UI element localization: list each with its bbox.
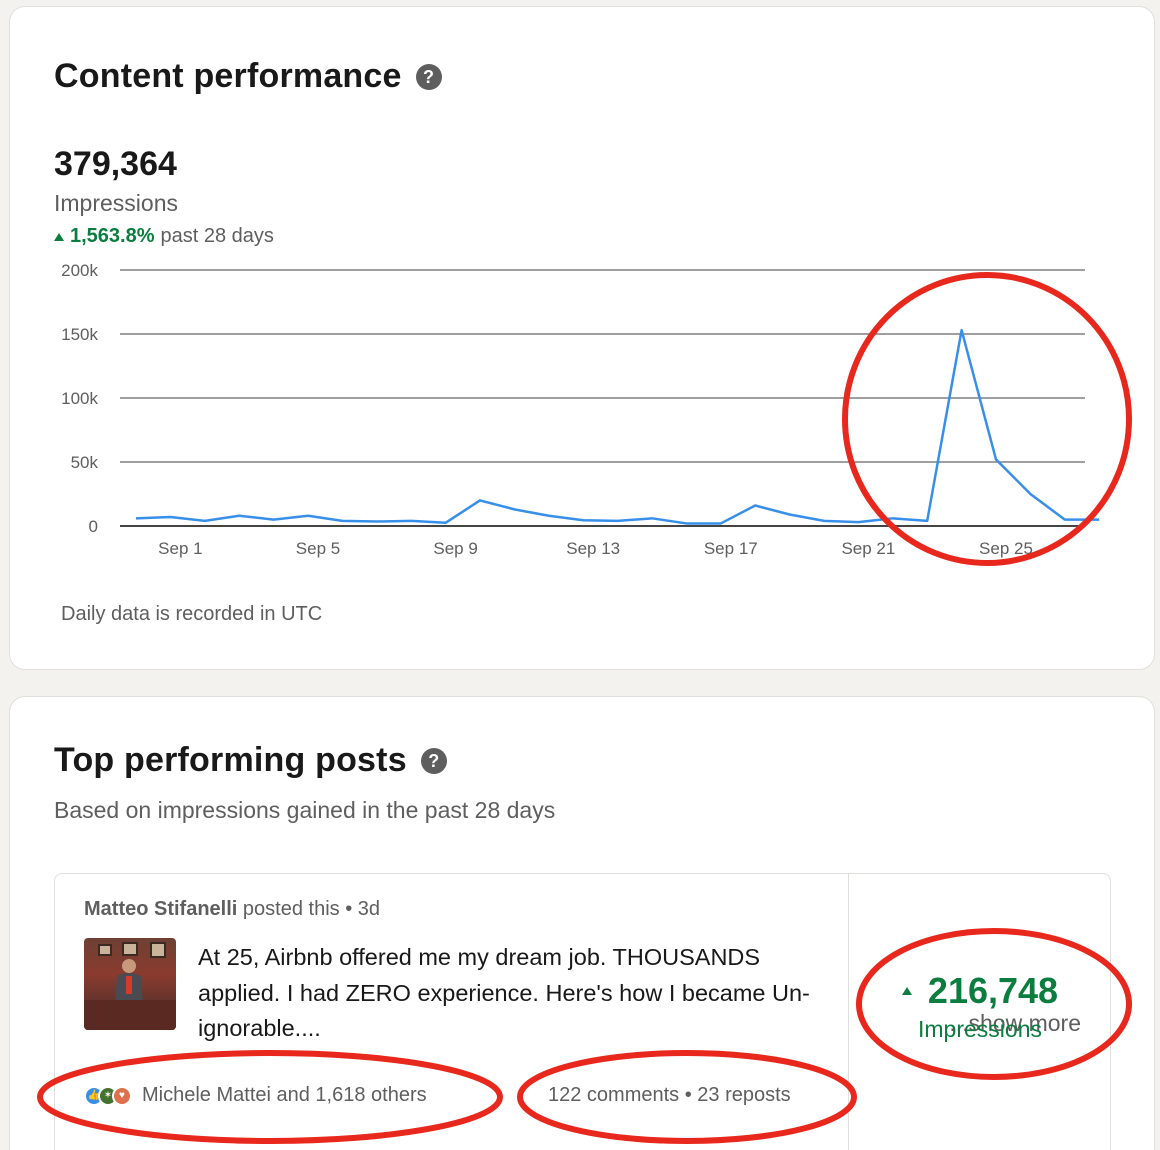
chart-data-point[interactable] <box>443 520 449 526</box>
chart-ytick-label: 50k <box>71 453 99 472</box>
post-meta: Matteo Stifanelli posted this • 3d <box>84 898 380 921</box>
chart-data-point[interactable] <box>821 518 827 524</box>
content-performance-title: Content performance ? <box>54 57 442 96</box>
love-icon: ♥ <box>112 1085 132 1106</box>
question-circle-icon[interactable]: ? <box>415 63 442 90</box>
chart-ytick-label: 0 <box>89 517 98 536</box>
trend-percent: 1,563.8% <box>70 225 155 247</box>
chart-xtick-label: Sep 1 <box>158 539 202 558</box>
chart-data-point[interactable] <box>1062 517 1068 523</box>
chart-xtick-label: Sep 13 <box>566 539 620 558</box>
top-posts-heading: Top performing posts <box>54 741 407 779</box>
chart-data-point[interactable] <box>236 513 242 519</box>
trend-up-icon <box>54 232 64 241</box>
chart-xtick-label: Sep 21 <box>841 539 895 558</box>
chart-data-point[interactable] <box>511 506 517 512</box>
chart-data-point[interactable] <box>615 518 621 524</box>
chart-data-point[interactable] <box>993 456 999 462</box>
top-posts-card: Top performing posts ? Based on impressi… <box>9 696 1155 1150</box>
post-text: At 25, Airbnb offered me my dream job. T… <box>198 944 810 1041</box>
post-impressions-label: Impressions <box>918 1016 1042 1042</box>
chart-data-point[interactable] <box>683 520 689 526</box>
chart-data-point[interactable] <box>1027 491 1033 497</box>
chart-data-point[interactable] <box>408 518 414 524</box>
post-impressions-row: 216,748 <box>901 970 1059 1012</box>
chart-data-point[interactable] <box>477 497 483 503</box>
impressions-series-line[interactable] <box>135 328 1100 525</box>
chart-ytick-label: 150k <box>61 325 98 344</box>
post-impressions: 216,748 Impressions <box>848 970 1112 1043</box>
reactions-text: Michele Mattei and 1,618 others <box>142 1084 427 1106</box>
chart-data-point[interactable] <box>374 519 380 525</box>
chart-xtick-label: Sep 5 <box>296 539 340 558</box>
chart-data-point[interactable] <box>959 327 965 333</box>
post-item[interactable]: Matteo Stifanelli posted this • 3d At 25… <box>54 873 1111 1150</box>
chart-data-point[interactable] <box>546 513 552 519</box>
post-divider <box>848 874 849 1150</box>
chart-data-point[interactable] <box>167 514 173 520</box>
trend-indicator: 1,563.8% past 28 days <box>54 225 274 248</box>
chart-data-point[interactable] <box>305 513 311 519</box>
impressions-line-chart[interactable]: 200k 150k 100k 50k 0 Sep 1 Sep 5 Sep 9 Sep 13 Sep… <box>10 7 1156 607</box>
chart-data-point[interactable] <box>339 518 345 524</box>
post-action: posted this <box>237 898 340 920</box>
chart-data-point[interactable] <box>202 518 208 524</box>
post-author[interactable]: Matteo Stifanelli <box>84 898 238 920</box>
chart-ytick-label: 200k <box>61 261 98 280</box>
post-age: 3d <box>357 898 381 920</box>
chart-data-point[interactable] <box>890 515 896 521</box>
metric-label: Impressions <box>54 190 178 216</box>
chart-data-point[interactable] <box>787 511 793 517</box>
chart-data-point[interactable] <box>855 519 861 525</box>
post-impressions-value: 216,748 <box>927 970 1059 1011</box>
post-separator: • <box>339 898 358 920</box>
content-performance-heading: Content performance <box>54 57 402 95</box>
chart-data-point[interactable] <box>580 517 586 523</box>
chart-data-point[interactable] <box>752 503 758 509</box>
chart-data-point[interactable] <box>649 515 655 521</box>
chart-ytick-label: 100k <box>61 389 98 408</box>
chart-data-point[interactable] <box>133 515 139 521</box>
chart-xtick-label: Sep 25 <box>979 539 1033 558</box>
comments-count[interactable]: 122 comments <box>548 1084 680 1106</box>
trend-period: past 28 days <box>160 225 274 247</box>
post-thumbnail[interactable] <box>84 938 176 1030</box>
top-posts-title: Top performing posts ? <box>54 741 447 780</box>
reaction-icons: 👍 ✶ ♥ <box>84 1085 132 1106</box>
utc-note: Daily data is recorded in UTC <box>61 603 323 625</box>
chart-xtick-label: Sep 9 <box>433 539 477 558</box>
chart-data-point[interactable] <box>924 518 930 524</box>
question-circle-icon[interactable]: ? <box>420 747 447 774</box>
chart-data-point[interactable] <box>1096 517 1102 523</box>
total-impressions-value: 379,364 <box>54 145 177 183</box>
impressions-up-icon <box>901 987 912 995</box>
top-posts-subtitle: Based on impressions gained in the past … <box>54 797 556 823</box>
post-engagement: 122 comments • 23 reposts <box>548 1084 791 1106</box>
chart-data-point[interactable] <box>718 520 724 526</box>
chart-data-point[interactable] <box>271 517 277 523</box>
chart-xtick-label: Sep 17 <box>704 539 758 558</box>
content-performance-card: Content performance ? 379,364 Impression… <box>9 6 1155 670</box>
reposts-count[interactable]: 23 reposts <box>697 1084 791 1106</box>
post-reactions[interactable]: 👍 ✶ ♥ Michele Mattei and 1,618 others <box>84 1084 427 1107</box>
